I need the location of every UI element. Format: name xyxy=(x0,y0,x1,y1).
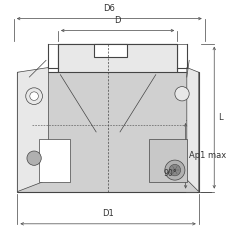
Text: Ap1 max: Ap1 max xyxy=(189,151,227,160)
Circle shape xyxy=(27,151,41,165)
Polygon shape xyxy=(94,44,127,57)
Text: D: D xyxy=(114,16,121,24)
Circle shape xyxy=(169,164,181,176)
Text: L: L xyxy=(218,113,222,122)
Polygon shape xyxy=(187,67,199,192)
Polygon shape xyxy=(17,67,48,192)
Polygon shape xyxy=(149,139,187,182)
Text: D6: D6 xyxy=(103,4,115,13)
Polygon shape xyxy=(58,44,177,72)
Text: D1: D1 xyxy=(102,209,114,218)
Circle shape xyxy=(165,160,185,180)
Circle shape xyxy=(30,92,38,100)
Circle shape xyxy=(26,88,42,104)
Polygon shape xyxy=(39,139,70,182)
Text: 90°: 90° xyxy=(163,169,177,179)
Circle shape xyxy=(175,87,189,101)
Polygon shape xyxy=(17,44,199,192)
